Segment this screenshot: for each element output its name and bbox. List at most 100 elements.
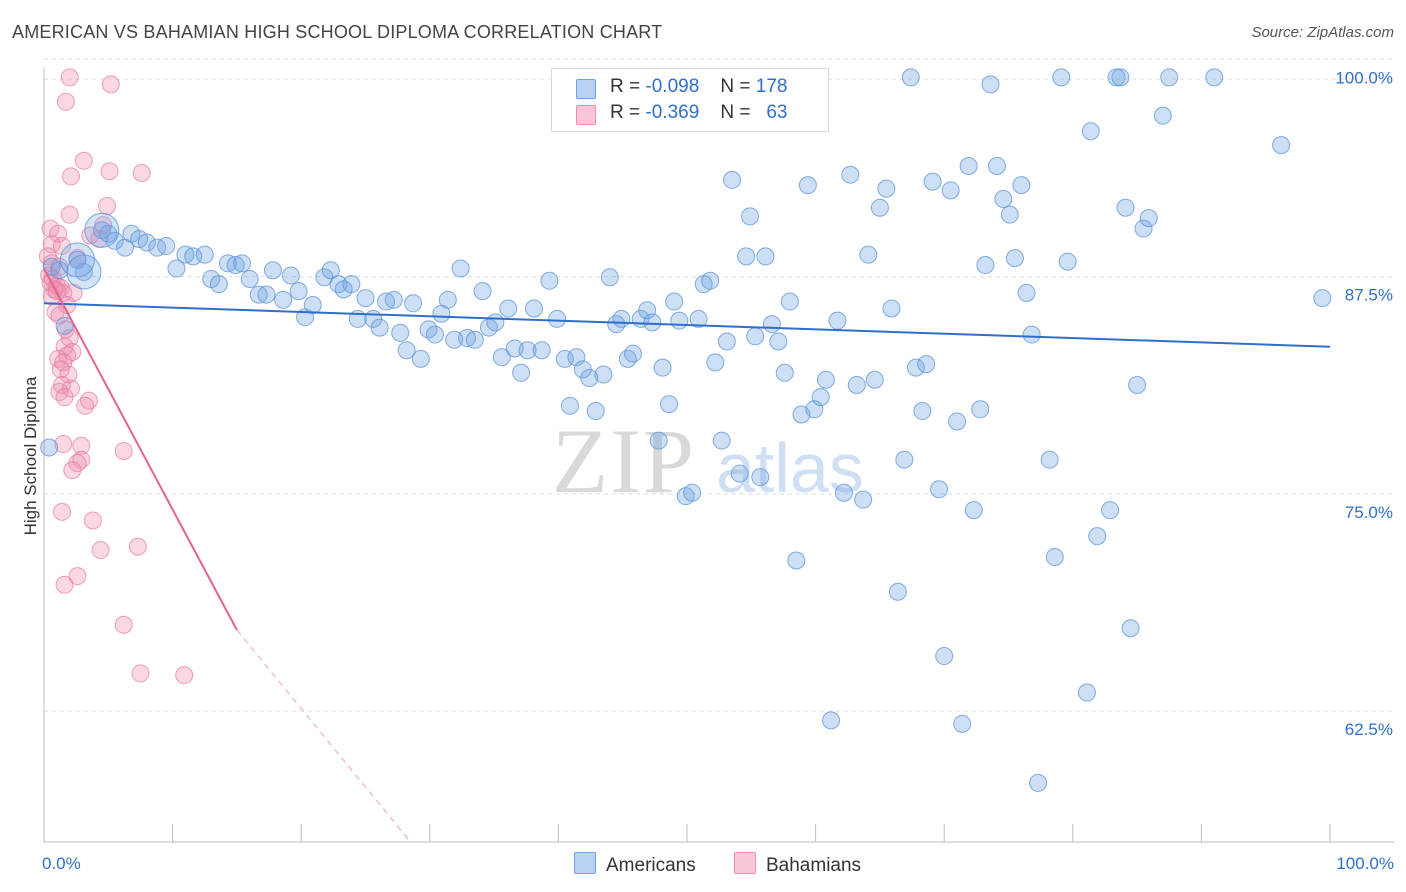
americans-point-111 [811,388,830,407]
americans-point-151 [1052,68,1071,87]
americans-point-77 [612,309,631,328]
americans-point-141 [987,157,1006,176]
bahamians-point-43 [50,382,69,401]
bottom-legend-swatch-americans [574,852,596,874]
americans-point-147 [1022,325,1041,344]
americans-point-18 [195,245,214,264]
americans-point-152 [1058,252,1077,271]
americans-point-66 [540,271,559,290]
americans-point-13 [148,238,167,257]
bahamians-point-15 [53,236,72,255]
bahamians-point-8 [60,205,79,224]
americans-point-117 [847,375,866,394]
americans-point-43 [384,290,403,309]
americans-point-165 [1160,68,1179,87]
americans-point-37 [342,275,361,294]
legend-r-label-americans: R = [610,76,641,97]
americans-point-163 [1139,209,1158,228]
bahamians-point-2 [56,92,75,111]
americans-point-92 [701,271,720,290]
bahamians-point-48 [72,436,91,455]
y-axis-label: High School Diploma [21,376,40,535]
americans-point-135 [953,714,972,733]
americans-point-109 [798,176,817,195]
americans-point-0 [40,438,59,457]
americans-point-74 [594,365,613,384]
americans-point-148 [1029,773,1048,792]
americans-point-139 [976,256,995,275]
americans-point-142 [994,190,1013,209]
americans-point-132 [935,647,954,666]
americans-point-81 [638,301,657,320]
americans-point-49 [425,325,444,344]
americans-large-point-2 [84,212,120,248]
americans-point-51 [438,290,457,309]
americans-point-89 [683,483,702,502]
americans-point-157 [1107,68,1126,87]
americans-point-115 [834,483,853,502]
americans-point-23 [233,254,252,273]
americans-point-96 [723,170,742,189]
americans-point-149 [1040,450,1059,469]
americans-point-68 [555,349,574,368]
americans-point-113 [822,711,841,730]
americans-point-168 [1313,289,1332,308]
bahamians-points [38,68,194,685]
americans-point-28 [274,290,293,309]
legend-swatch-americans [576,79,596,99]
americans-point-123 [882,299,901,318]
bottom-legend-americans: Americans [574,852,696,877]
bahamians-point-55 [91,541,110,560]
y-tick-label-1: 87.5% [1345,286,1393,305]
americans-point-93 [706,353,725,372]
bahamians-point-11 [49,224,68,243]
americans-point-3 [55,316,74,335]
americans-point-58 [486,313,505,332]
americans-point-67 [548,309,567,328]
americans-point-137 [964,501,983,520]
americans-point-15 [167,259,186,278]
americans-point-64 [524,299,543,318]
americans-point-143 [1000,205,1019,224]
bahamians-point-0 [60,68,79,87]
americans-point-62 [512,363,531,382]
americans-point-47 [411,349,430,368]
americans-point-128 [913,402,932,421]
americans-point-76 [607,315,626,334]
bahamians-point-46 [76,396,95,415]
americans-point-14 [157,236,176,255]
americans-point-118 [854,490,873,509]
americans-point-86 [665,292,684,311]
chart-source: Source: ZipAtlas.com [1251,24,1394,41]
americans-point-54 [458,329,477,348]
americans-point-41 [370,318,389,337]
bahamians-point-44 [55,388,74,407]
americans-large-point-0 [66,254,102,290]
americans-point-121 [870,198,889,217]
x-tick-label-left: 0.0% [42,854,81,873]
axes [43,68,1394,843]
americans-point-16 [176,245,195,264]
americans-point-146 [1017,283,1036,302]
americans-point-78 [618,349,637,368]
americans-point-17 [184,247,203,266]
y-tick-label-2: 75.0% [1345,503,1393,522]
americans-point-82 [643,313,662,332]
americans-points [40,68,1332,792]
americans-point-126 [901,68,920,87]
americans-point-97 [730,464,749,483]
americans-point-167 [1272,136,1291,155]
americans-point-59 [492,348,511,367]
americans-point-87 [670,311,689,330]
americans-point-32 [303,296,322,315]
americans-point-39 [356,289,375,308]
bahamians-point-4 [62,167,81,186]
americans-point-69 [560,396,579,415]
americans-point-29 [281,266,300,285]
bahamians-point-1 [101,75,120,94]
bahamians-point-40 [59,365,78,384]
watermark: ZIP atlas [552,410,864,512]
americans-point-20 [209,275,228,294]
americans-point-122 [877,179,896,198]
